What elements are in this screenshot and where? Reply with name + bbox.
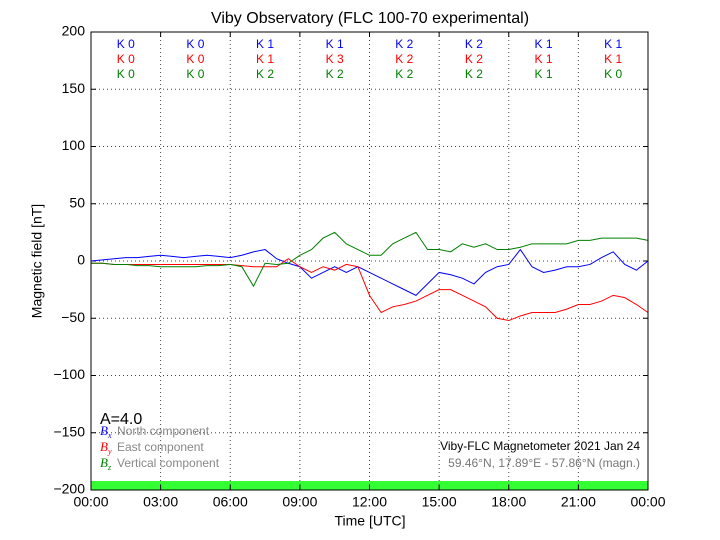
legend-symbol-sub: z [107, 463, 112, 472]
k-index-label: K 0 [117, 67, 135, 81]
series-line [90, 248, 649, 296]
y-tick-label: 200 [62, 23, 86, 39]
k-index-label: K 2 [465, 52, 483, 66]
y-tick-label: 50 [69, 194, 85, 210]
k-index-label: K 1 [604, 37, 622, 51]
legend-label: North component [117, 424, 210, 438]
k-index-label: K 2 [465, 37, 483, 51]
a-index: A=4.0 [100, 411, 142, 428]
k-index-label: K 2 [395, 67, 413, 81]
legend-label: Vertical component [117, 456, 220, 470]
series-line [91, 231, 649, 288]
k-index-label: K 0 [117, 37, 135, 51]
x-tick-label: 21:00 [561, 494, 596, 510]
y-tick-label: 0 [77, 252, 85, 268]
k-index-label: K 2 [326, 67, 344, 81]
k-index-label: K 3 [326, 52, 344, 66]
k-index-label: K 0 [604, 67, 622, 81]
y-tick-label: −100 [53, 366, 85, 382]
series-line [91, 258, 649, 322]
y-tick-label: −150 [53, 423, 85, 439]
k-index-label: K 2 [395, 52, 413, 66]
k-index-label: K 0 [186, 52, 204, 66]
legend-symbol-sub: y [107, 447, 112, 456]
k-index-label: K 1 [535, 37, 553, 51]
y-axis-label: Magnetic field [nT] [29, 204, 45, 318]
k-index-label: K 1 [604, 52, 622, 66]
k-index-label: K 2 [395, 37, 413, 51]
station-note: Viby-FLC Magnetometer 2021 Jan 24 [440, 439, 640, 453]
x-tick-label: 00:00 [630, 494, 665, 510]
x-tick-label: 03:00 [143, 494, 178, 510]
x-tick-label: 15:00 [422, 494, 457, 510]
k-index-label: K 2 [256, 67, 274, 81]
k-index-label: K 1 [535, 67, 553, 81]
k-index-label: K 1 [326, 37, 344, 51]
k-index-label: K 0 [117, 52, 135, 66]
legend-symbol: Bx [100, 423, 112, 440]
x-tick-label: 06:00 [213, 494, 248, 510]
y-tick-label: 100 [62, 137, 86, 153]
x-tick-label: 12:00 [352, 494, 387, 510]
k-index-label: K 1 [256, 37, 274, 51]
y-tick-label: −200 [53, 481, 85, 497]
y-tick-label: 150 [62, 80, 86, 96]
k-index-label: K 0 [186, 37, 204, 51]
legend-symbol: By [100, 439, 112, 456]
legend-symbol-base: B [100, 455, 108, 470]
k-index-label: K 1 [535, 52, 553, 66]
legend-symbol-sub: x [107, 431, 112, 440]
x-tick-label: 18:00 [491, 494, 526, 510]
x-tick-label: 00:00 [73, 494, 108, 510]
x-axis-label: Time [UTC] [334, 513, 405, 529]
legend-symbol-base: B [100, 423, 108, 438]
plot-frame [90, 31, 649, 491]
chart-title: Viby Observatory (FLC 100-70 experimenta… [211, 10, 529, 27]
y-tick-label: −50 [61, 309, 85, 325]
location-note: 59.46°N, 17.89°E - 57.86°N (magn.) [448, 456, 640, 470]
k-index-label: K 2 [465, 67, 483, 81]
k-index-label: K 1 [256, 52, 274, 66]
k-index-label: K 0 [186, 67, 204, 81]
legend-symbol: Bz [100, 455, 112, 472]
x-tick-label: 09:00 [282, 494, 317, 510]
legend-symbol-base: B [100, 439, 108, 454]
legend-label: East component [117, 440, 204, 454]
